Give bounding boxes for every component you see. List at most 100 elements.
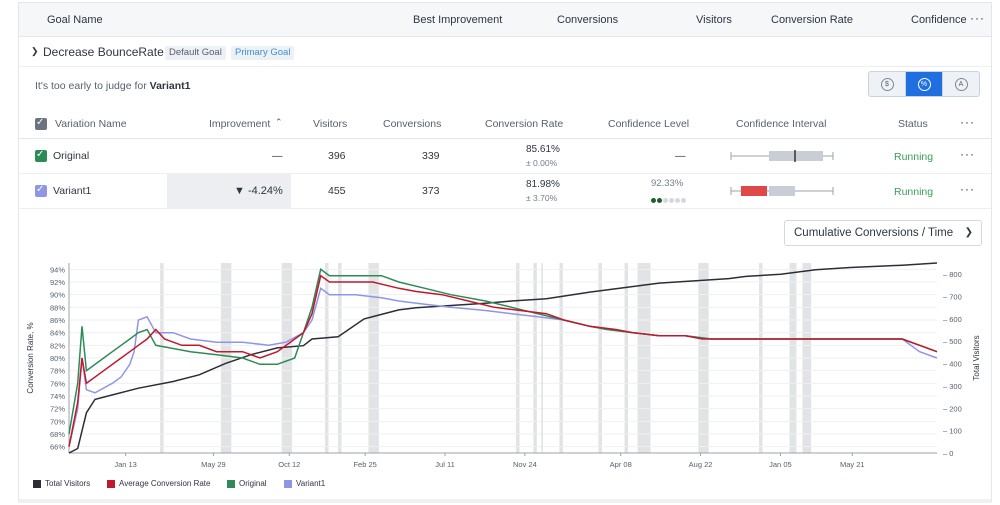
conversion-rate-margin: ± 3.70% xyxy=(526,193,558,203)
default-goal-badge: Default Goal xyxy=(165,46,226,60)
variation-name: Variant1 xyxy=(53,185,92,197)
select-all-checkbox[interactable] xyxy=(35,117,47,130)
x-tick-label: Feb 25 xyxy=(353,460,376,469)
early-judge-text: It's too early to judge for xyxy=(35,80,150,92)
legend-swatch xyxy=(284,479,292,488)
x-tick-label: Jan 13 xyxy=(114,460,137,469)
row-more-icon[interactable]: ··· xyxy=(960,147,975,161)
confidence-dots xyxy=(651,194,687,206)
sort-asc-icon[interactable]: ⌃ xyxy=(275,117,283,127)
confidence-interval-bar xyxy=(730,150,834,162)
early-judge-variant: Variant1 xyxy=(149,80,191,92)
legend-variant1[interactable]: Variant1 xyxy=(284,479,325,488)
row-checkbox[interactable] xyxy=(35,184,47,197)
legend-label: Original xyxy=(239,479,267,488)
x-tick-label: Jan 05 xyxy=(769,460,792,469)
y2-tick-label: – 200 xyxy=(943,404,962,413)
col-improvement[interactable]: Improvement xyxy=(209,118,271,130)
a-toggle-button[interactable]: A xyxy=(943,72,979,96)
y2-tick-label: – 700 xyxy=(943,293,962,302)
y2-tick-label: – 0 xyxy=(943,449,953,458)
legend-swatch xyxy=(33,479,41,488)
panel-bottom-border xyxy=(19,499,991,503)
header-more-icon[interactable]: ··· xyxy=(970,11,985,25)
x-tick-label: Aug 22 xyxy=(689,460,713,469)
y2-tick-label: – 400 xyxy=(943,360,962,369)
variation-name: Original xyxy=(53,150,90,162)
confidence-interval-bar xyxy=(730,186,834,196)
y-tick-label: 88% xyxy=(50,303,65,312)
percent-icon: % xyxy=(917,77,931,91)
y-axis-label: Conversion Rate, % xyxy=(26,322,35,393)
legend-swatch xyxy=(107,479,115,488)
confidence-value: — xyxy=(675,150,686,162)
col-confidence-level[interactable]: Confidence Level xyxy=(608,118,690,130)
chevron-down-icon[interactable]: ❯ xyxy=(31,46,39,56)
early-judge-message: It's too early to judge for Variant1 xyxy=(35,80,191,92)
series-line-total-visitors xyxy=(68,262,938,454)
y2-tick-label: – 500 xyxy=(943,337,962,346)
y-tick-label: 92% xyxy=(50,278,65,287)
header-confidence[interactable]: Confidence xyxy=(911,14,967,26)
col-status[interactable]: Status xyxy=(898,118,928,130)
y-tick-label: 78% xyxy=(50,367,65,376)
conversion-rate-margin: ± 0.00% xyxy=(526,158,558,168)
series-line-average-conversion-rate xyxy=(68,274,938,447)
x-tick-label: Nov 24 xyxy=(513,460,537,469)
header-goal-name[interactable]: Goal Name xyxy=(47,14,103,26)
conversion-rate-value: 85.61% xyxy=(526,144,560,155)
x-tick-label: Oct 12 xyxy=(278,460,300,469)
goal-row: ❯ Decrease BounceRate Default Goal Prima… xyxy=(19,37,991,67)
visitors-value: 455 xyxy=(328,185,346,197)
visitors-value: 396 xyxy=(328,150,346,162)
goals-table-header: Goal Name Best Improvement Conversions V… xyxy=(19,3,991,37)
table-more-icon[interactable]: ··· xyxy=(960,115,975,129)
y-tick-label: 74% xyxy=(50,392,65,401)
header-conversion-rate[interactable]: Conversion Rate xyxy=(771,14,853,26)
col-conversion-rate[interactable]: Conversion Rate xyxy=(485,118,564,130)
y-tick-label: 66% xyxy=(50,443,65,452)
legend-label: Average Conversion Rate xyxy=(119,479,211,488)
confidence-value: 92.33% xyxy=(651,178,684,189)
chart-type-label: Cumulative Conversions / Time xyxy=(794,227,954,239)
col-visitors[interactable]: Visitors xyxy=(313,118,348,130)
legend-total-visitors[interactable]: Total Visitors xyxy=(33,479,90,488)
dollar-toggle-button[interactable]: $ xyxy=(869,72,906,96)
x-tick-label: May 29 xyxy=(201,460,226,469)
legend-original[interactable]: Original xyxy=(227,479,267,488)
percent-toggle-button[interactable]: % xyxy=(906,72,943,96)
goal-title[interactable]: Decrease BounceRate xyxy=(43,45,164,59)
y2-tick-label: – 100 xyxy=(943,427,962,436)
y-tick-label: 80% xyxy=(50,354,65,363)
y-tick-label: 68% xyxy=(50,430,65,439)
chevron-down-icon: ❯ xyxy=(964,227,973,238)
primary-goal-badge: Primary Goal xyxy=(231,46,295,60)
col-variation-name[interactable]: Variation Name xyxy=(55,118,127,130)
x-tick-label: May 21 xyxy=(840,460,865,469)
y-tick-label: 82% xyxy=(50,341,65,350)
y-tick-label: 86% xyxy=(50,316,65,325)
header-conversions[interactable]: Conversions xyxy=(557,14,619,26)
improvement-value: — xyxy=(272,150,283,162)
y-tick-label: 94% xyxy=(50,265,65,274)
experiment-report-panel: Goal Name Best Improvement Conversions V… xyxy=(18,2,992,503)
conversions-value: 339 xyxy=(422,150,440,162)
row-checkbox[interactable] xyxy=(35,149,47,162)
chart-type-select[interactable]: Cumulative Conversions / Time ❯ xyxy=(784,220,982,246)
variation-table-header: Variation Name Improvement ⌃ Visitors Co… xyxy=(19,109,991,139)
y2-tick-label: – 800 xyxy=(943,270,962,279)
a-icon: A xyxy=(954,77,968,91)
header-visitors[interactable]: Visitors xyxy=(696,14,732,26)
x-tick-label: Jul 11 xyxy=(435,460,454,469)
conversion-rate-value: 81.98% xyxy=(526,179,560,190)
legend-average-rate[interactable]: Average Conversion Rate xyxy=(107,479,210,488)
row-more-icon[interactable]: ··· xyxy=(960,182,975,196)
dollar-icon: $ xyxy=(880,77,894,91)
col-conversions[interactable]: Conversions xyxy=(383,118,442,130)
col-confidence-interval[interactable]: Confidence Interval xyxy=(736,118,827,130)
header-best-improvement[interactable]: Best Improvement xyxy=(413,14,503,26)
y-tick-label: 72% xyxy=(50,405,65,414)
y-tick-label: 70% xyxy=(50,417,65,426)
legend-label: Variant1 xyxy=(296,479,326,488)
y2-tick-label: – 300 xyxy=(943,382,962,391)
